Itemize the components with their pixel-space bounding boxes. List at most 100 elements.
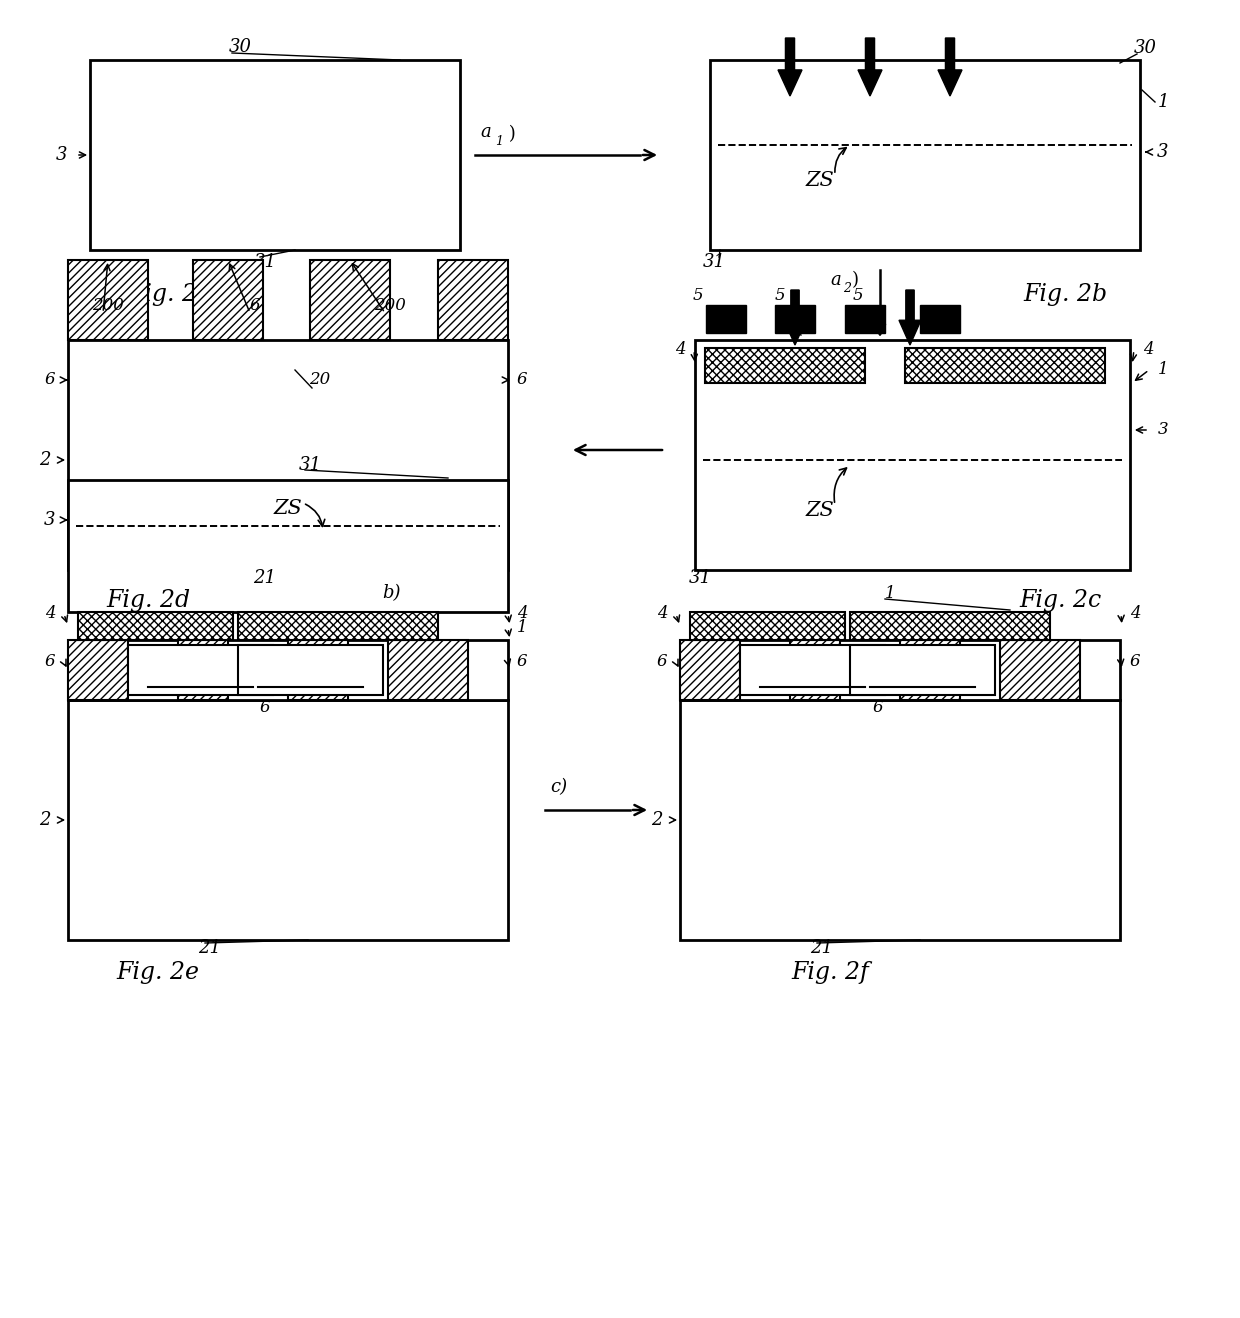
Bar — [740, 645, 885, 695]
Text: 31: 31 — [299, 456, 321, 474]
Bar — [680, 641, 740, 700]
Text: ): ) — [852, 272, 859, 289]
Bar — [68, 700, 508, 940]
Bar — [680, 641, 1120, 700]
Bar — [310, 260, 391, 340]
Text: 3: 3 — [1158, 422, 1168, 439]
Text: 5: 5 — [775, 286, 785, 303]
Bar — [920, 304, 960, 333]
Bar — [680, 700, 1120, 940]
Text: 30: 30 — [228, 38, 252, 55]
Text: 5: 5 — [853, 286, 863, 303]
Text: 4: 4 — [1143, 341, 1153, 358]
Text: b): b) — [382, 584, 401, 602]
Text: 200: 200 — [184, 662, 216, 679]
Text: 21: 21 — [198, 938, 222, 957]
Text: Fig. 2b: Fig. 2b — [1023, 283, 1107, 307]
Text: c): c) — [551, 778, 567, 796]
Text: 21: 21 — [811, 938, 833, 957]
Text: Fig. 2a: Fig. 2a — [129, 283, 212, 307]
Text: 3: 3 — [1157, 142, 1169, 161]
Text: Fig. 2d: Fig. 2d — [105, 589, 190, 612]
Text: 200: 200 — [796, 659, 828, 676]
Text: 200: 200 — [184, 659, 216, 676]
Text: 1: 1 — [1158, 361, 1168, 378]
Polygon shape — [784, 290, 806, 345]
Text: 3: 3 — [56, 146, 68, 163]
Text: 6: 6 — [517, 654, 527, 671]
Bar — [238, 612, 438, 641]
Bar — [91, 61, 460, 250]
Text: 4: 4 — [45, 605, 56, 622]
Text: 20: 20 — [309, 372, 331, 389]
Bar — [694, 340, 1130, 569]
Text: 1: 1 — [1157, 94, 1169, 111]
Text: 4: 4 — [657, 605, 667, 622]
Text: 31: 31 — [688, 569, 712, 587]
Text: Fig. 2c: Fig. 2c — [1019, 589, 1101, 612]
Bar — [706, 348, 866, 384]
Bar — [238, 645, 383, 695]
Text: 200: 200 — [296, 659, 327, 676]
Text: 30: 30 — [782, 322, 804, 339]
Text: 3: 3 — [45, 511, 56, 529]
Text: 30: 30 — [1133, 40, 1157, 57]
Text: 6: 6 — [657, 654, 667, 671]
Text: 1: 1 — [517, 619, 527, 637]
Bar — [689, 612, 844, 641]
Text: 6: 6 — [873, 699, 883, 716]
Bar — [438, 260, 508, 340]
Bar — [711, 61, 1140, 250]
Polygon shape — [937, 38, 962, 96]
Bar — [905, 348, 1105, 384]
Bar — [68, 641, 508, 700]
Bar — [844, 304, 885, 333]
Text: 6: 6 — [259, 699, 270, 716]
Text: 200: 200 — [294, 662, 326, 679]
Bar — [68, 641, 128, 700]
Text: 6: 6 — [45, 654, 56, 671]
Text: 2: 2 — [40, 451, 51, 469]
Text: a: a — [830, 272, 841, 289]
Text: 31: 31 — [253, 253, 277, 272]
Bar — [999, 641, 1080, 700]
Text: 1: 1 — [495, 134, 503, 148]
Text: ): ) — [503, 125, 516, 142]
Bar — [179, 641, 228, 700]
Bar — [388, 641, 467, 700]
Text: 6: 6 — [249, 297, 260, 314]
Text: 6: 6 — [1130, 654, 1141, 671]
Polygon shape — [858, 38, 882, 96]
Text: 4: 4 — [675, 341, 686, 358]
Text: 200: 200 — [796, 662, 828, 679]
Text: ZS: ZS — [806, 170, 835, 190]
Bar — [288, 641, 348, 700]
Text: 5: 5 — [693, 286, 703, 303]
Text: ZS: ZS — [274, 498, 303, 518]
Text: 200: 200 — [92, 297, 124, 314]
Text: 4: 4 — [1130, 605, 1141, 622]
Text: 2: 2 — [40, 811, 51, 829]
Bar — [706, 304, 746, 333]
Polygon shape — [777, 38, 802, 96]
Text: 200: 200 — [374, 297, 405, 314]
Bar — [128, 645, 273, 695]
Text: 4: 4 — [517, 605, 527, 622]
Bar — [193, 260, 263, 340]
Polygon shape — [899, 290, 921, 345]
Text: 31: 31 — [703, 253, 725, 272]
Text: 6: 6 — [517, 372, 527, 389]
Bar — [78, 612, 233, 641]
Text: Fig. 2e: Fig. 2e — [117, 961, 200, 983]
Bar — [68, 260, 148, 340]
Bar — [849, 645, 994, 695]
Text: 21: 21 — [253, 569, 277, 587]
Text: 200: 200 — [906, 662, 937, 679]
Text: ZS: ZS — [806, 501, 835, 519]
Text: Fig. 2f: Fig. 2f — [791, 961, 869, 983]
Bar — [900, 641, 960, 700]
Bar — [68, 340, 508, 569]
Text: 1: 1 — [884, 585, 895, 602]
Bar — [68, 480, 508, 612]
Text: 6: 6 — [45, 372, 56, 389]
